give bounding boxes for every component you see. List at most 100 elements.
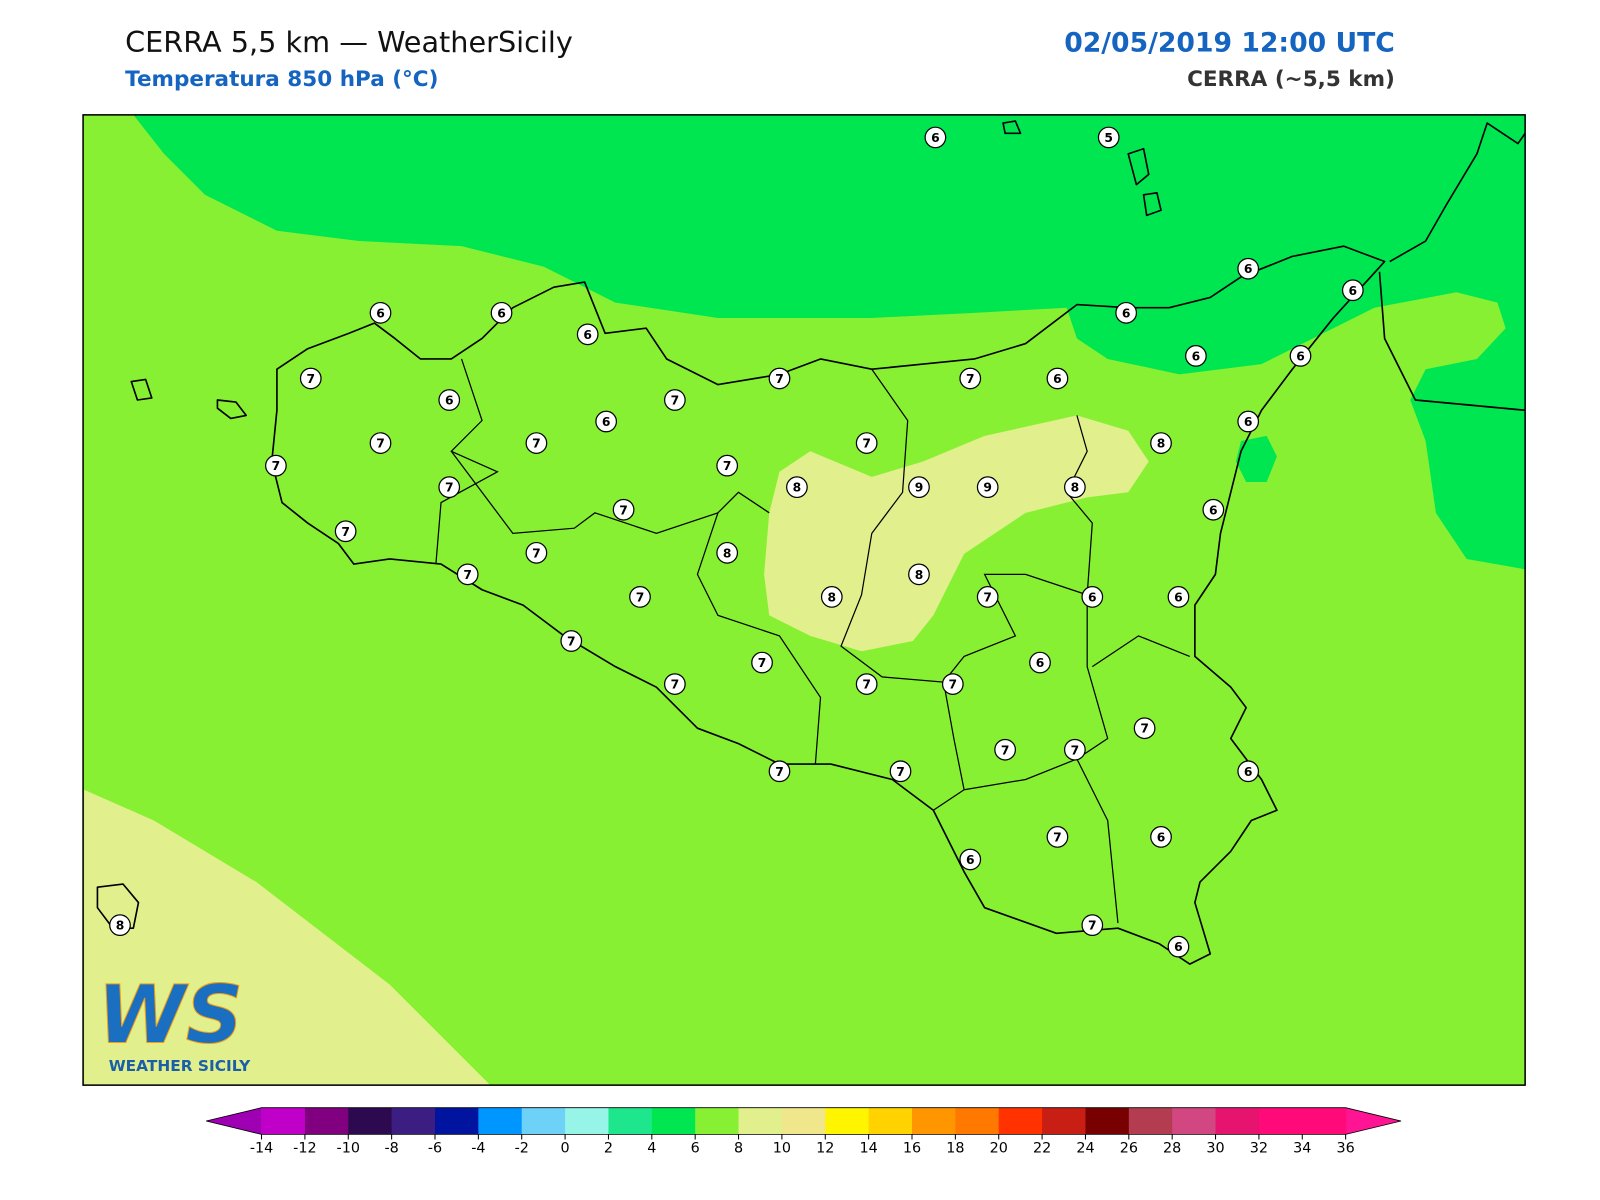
station-marker	[716, 541, 739, 564]
station-value: 6	[1244, 415, 1253, 429]
station-marker	[1046, 826, 1069, 848]
colorbar-tick-label: -8	[384, 1141, 398, 1157]
station-marker	[1081, 914, 1104, 936]
colorbar: -14 -12 -10 -8 -6 -4 -2 0 2 4 6 8 10 12 14 16 18 20 22 24 26…	[206, 1107, 1402, 1157]
station-value: 6	[1036, 656, 1045, 670]
colorbar-tick-label: 4	[647, 1141, 656, 1157]
station-value: 7	[775, 765, 784, 779]
colorbar-tick-label: 36	[1337, 1141, 1355, 1157]
island	[96, 120, 1162, 930]
station-marker	[1115, 301, 1138, 324]
station-marker	[109, 914, 131, 936]
colorbar-tick-label: 20	[990, 1141, 1008, 1157]
colorbar-tick-label: 8	[734, 1141, 743, 1157]
station-value: 7	[949, 678, 958, 692]
colorbar-band	[868, 1107, 913, 1135]
station-value: 7	[1140, 722, 1149, 736]
station-marker	[1133, 717, 1156, 740]
colorbar-band	[1215, 1107, 1260, 1135]
station-value: 6	[1053, 372, 1062, 386]
colorbar-tick-label: 30	[1206, 1141, 1224, 1157]
station-value: 8	[793, 481, 802, 495]
coastline	[270, 245, 1386, 965]
colorbar-band	[825, 1107, 870, 1135]
station-value: 7	[862, 678, 871, 692]
colorbar-band	[738, 1107, 783, 1135]
station-value: 6	[497, 306, 506, 320]
station-marker	[924, 126, 947, 149]
province-border	[435, 358, 1190, 924]
station-marker	[1237, 257, 1260, 280]
station-value: 7	[1071, 743, 1080, 757]
station-marker	[1289, 345, 1312, 367]
colorbar-tick-label: 12	[816, 1141, 834, 1157]
colorbar-band	[695, 1107, 740, 1135]
station-marker	[994, 738, 1016, 761]
station-value: 7	[775, 372, 784, 386]
station-value: 5	[1104, 131, 1113, 145]
colorbar-tick-label: -10	[337, 1141, 360, 1157]
station-marker	[595, 410, 618, 433]
station-marker	[1202, 498, 1225, 521]
station-value: 7	[341, 525, 350, 539]
field-band	[133, 114, 1526, 570]
colorbar-tick-label: 2	[604, 1141, 613, 1157]
colorbar-over	[1345, 1107, 1402, 1135]
station-marker	[456, 563, 479, 586]
colorbar-band	[608, 1107, 653, 1135]
colorbar-tick-label: -6	[428, 1141, 442, 1157]
colorbar-tick-label: -14	[250, 1141, 273, 1157]
station-value: 7	[896, 765, 905, 779]
colorbar-band	[1302, 1107, 1347, 1135]
station-value: 9	[915, 481, 924, 495]
station-marker	[1081, 586, 1104, 608]
colorbar-tick-label: 26	[1120, 1141, 1138, 1157]
colorbar-tick-label: -2	[515, 1141, 529, 1157]
station-value: 6	[1174, 590, 1183, 604]
colorbar-band	[1258, 1107, 1303, 1135]
station-marker	[1167, 586, 1190, 608]
station-marker	[908, 563, 930, 586]
title: CERRA 5,5 km — WeatherSicily	[125, 25, 573, 59]
station-marker	[786, 476, 808, 499]
field-band	[84, 415, 1149, 1086]
colorbar-tick-label: 16	[903, 1141, 921, 1157]
station-value: 7	[1088, 919, 1097, 933]
station-marker	[908, 476, 930, 499]
logo-name: WEATHER SICILY	[109, 1057, 251, 1075]
station-marker	[663, 389, 686, 411]
colorbar-band	[348, 1107, 393, 1135]
colorbar-band	[1042, 1107, 1086, 1135]
station-value: 8	[828, 590, 837, 604]
station-value: 6	[1349, 284, 1358, 298]
station-marker	[629, 586, 651, 608]
colorbar-tick-label: 32	[1250, 1141, 1268, 1157]
station-value: 9	[983, 481, 992, 495]
station-value: 6	[602, 415, 611, 429]
colorbar-tick-label: 22	[1033, 1141, 1051, 1157]
station-value: 7	[758, 656, 767, 670]
colorbar-tick-label: 28	[1163, 1141, 1181, 1157]
colorbar-band	[391, 1107, 436, 1135]
colorbar-tick-label: 24	[1076, 1141, 1094, 1157]
colorbar-band	[261, 1107, 306, 1135]
station-value: 6	[1244, 765, 1253, 779]
station-marker	[1097, 126, 1120, 149]
station-value: 7	[723, 459, 732, 473]
station-marker	[941, 673, 964, 695]
colorbar-tick-label: 18	[946, 1141, 964, 1157]
station-marker	[369, 301, 392, 324]
station-value: 8	[723, 546, 732, 560]
colorbar-band	[478, 1107, 523, 1135]
station-value: 7	[567, 635, 576, 649]
station-value: 7	[532, 546, 541, 560]
colorbar-band	[998, 1107, 1043, 1135]
station-value: 8	[116, 919, 125, 933]
station-value: 7	[671, 678, 680, 692]
colorbar-tick-label: 14	[860, 1141, 878, 1157]
station-value: 7	[1001, 743, 1010, 757]
colorbar-tick-label: 0	[561, 1141, 570, 1157]
station-value: 6	[1192, 349, 1201, 363]
station-value: 6	[1244, 262, 1253, 276]
station-marker	[438, 389, 461, 411]
